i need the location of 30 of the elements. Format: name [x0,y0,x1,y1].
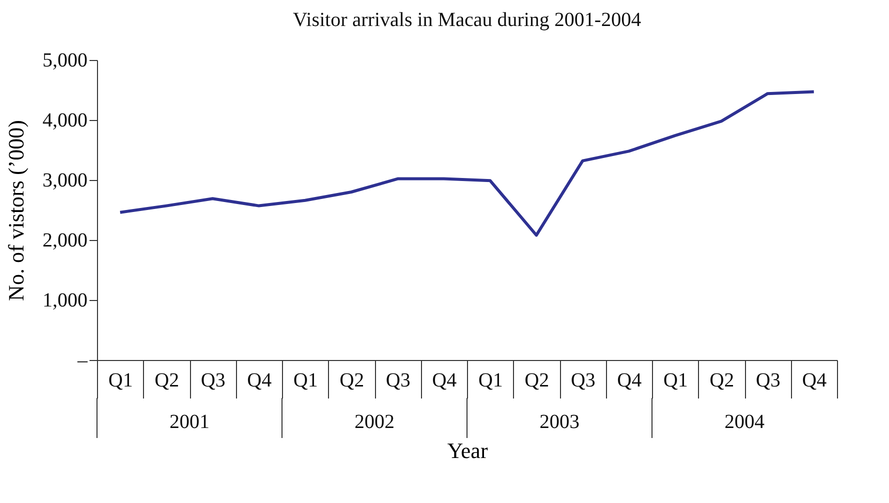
y-tick-label: 5,000 [42,50,88,72]
text: 2001 [170,411,210,433]
x-tick-label: Q3 [756,370,780,392]
x-tick-label: Q1 [478,370,503,392]
x-tick-label: Q2 [154,370,180,392]
y-tick-label: 2,000 [42,230,88,252]
x-tick-label: Q4 [617,370,642,392]
text: 2003 [540,411,580,433]
y-tick-label: – [76,350,88,372]
x-tick-label: Q4 [247,370,272,392]
chart-title: Visitor arrivals in Macau during 2001-2004 [292,9,642,31]
x-tick-label: Q1 [108,370,133,392]
text: 2002 [354,411,394,433]
x-tick-label: Q3 [570,370,596,392]
text: 2004 [724,411,764,433]
y-tick-label: 1,000 [42,290,88,312]
x-tick-label: Q4 [802,370,827,392]
x-tick-label: Q1 [663,370,688,392]
y-tick-label: 3,000 [42,170,88,192]
x-tick-label: Q4 [432,370,457,392]
y-axis-title: No. of vistors (’000) [4,120,28,301]
x-tick-label: Q2 [340,370,364,392]
x-tick-label: Q3 [200,370,226,392]
line-series [118,90,816,237]
x-axis-title: Year [447,438,488,463]
y-tick-label: 4,000 [42,110,88,132]
x-tick-label: Q1 [293,370,318,392]
x-tick-label: Q2 [524,370,550,392]
x-tick-label: Q2 [710,370,734,392]
x-tick-label: Q3 [386,370,410,392]
